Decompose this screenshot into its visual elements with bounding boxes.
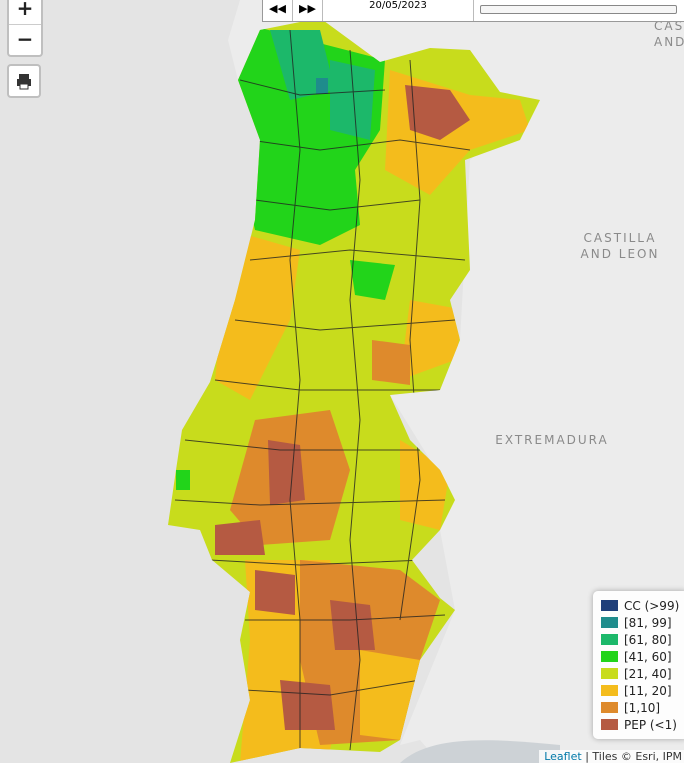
legend-label: [41, 60] bbox=[624, 649, 672, 664]
step-back[interactable]: ◀◀ bbox=[263, 0, 293, 21]
legend-item: [11, 20] bbox=[601, 682, 684, 699]
legend-item: PEP (<1) bbox=[601, 716, 684, 733]
legend-swatch bbox=[601, 685, 618, 696]
legend-swatch bbox=[601, 617, 618, 628]
region-label: AND LEON bbox=[581, 247, 660, 261]
zoom-in[interactable]: + bbox=[9, 0, 41, 25]
legend-label: [81, 99] bbox=[624, 615, 672, 630]
print-icon bbox=[17, 74, 31, 90]
timeline-date: 20/05/2023 bbox=[323, 0, 474, 21]
legend-label: [21, 40] bbox=[624, 666, 672, 681]
sea bbox=[400, 740, 560, 763]
legend: CC (>99) [81, 99] [61, 80] [41, 60] [21, 40]… bbox=[593, 591, 684, 739]
region-label: AND bbox=[654, 35, 684, 49]
zoom-out[interactable]: − bbox=[16, 27, 34, 51]
legend-item: [61, 80] bbox=[601, 631, 684, 648]
timeline-slider[interactable] bbox=[474, 0, 684, 21]
legend-item: [21, 40] bbox=[601, 665, 684, 682]
leaflet-link[interactable]: Leaflet bbox=[544, 750, 582, 763]
legend-item: [1,10] bbox=[601, 699, 684, 716]
legend-label: [11, 20] bbox=[624, 683, 672, 698]
legend-item: [81, 99] bbox=[601, 614, 684, 631]
attribution: Leaflet | Tiles © Esri, IPM bbox=[539, 750, 684, 763]
legend-item: [41, 60] bbox=[601, 648, 684, 665]
print-button[interactable] bbox=[7, 64, 41, 98]
region-label: CASTILLA bbox=[584, 231, 657, 245]
timeline-control: ◀◀ ▶▶ 20/05/2023 bbox=[262, 0, 684, 22]
legend-swatch bbox=[601, 702, 618, 713]
legend-swatch bbox=[601, 634, 618, 645]
spain-land bbox=[228, 0, 684, 763]
legend-label: PEP (<1) bbox=[624, 717, 677, 732]
legend-swatch bbox=[601, 668, 618, 679]
step-forward[interactable]: ▶▶ bbox=[293, 0, 323, 21]
zoom-control: + − bbox=[7, 0, 43, 57]
legend-label: [61, 80] bbox=[624, 632, 672, 647]
region-label: EXTREMADURA bbox=[495, 433, 609, 447]
legend-item: CC (>99) bbox=[601, 597, 684, 614]
legend-label: [1,10] bbox=[624, 700, 661, 715]
attribution-text: | Tiles © Esri, IPM bbox=[585, 750, 682, 763]
slider-track bbox=[480, 5, 677, 14]
region-label: CAS bbox=[654, 19, 684, 33]
legend-label: CC (>99) bbox=[624, 598, 680, 613]
legend-swatch bbox=[601, 651, 618, 662]
legend-swatch bbox=[601, 719, 618, 730]
legend-swatch bbox=[601, 600, 618, 611]
